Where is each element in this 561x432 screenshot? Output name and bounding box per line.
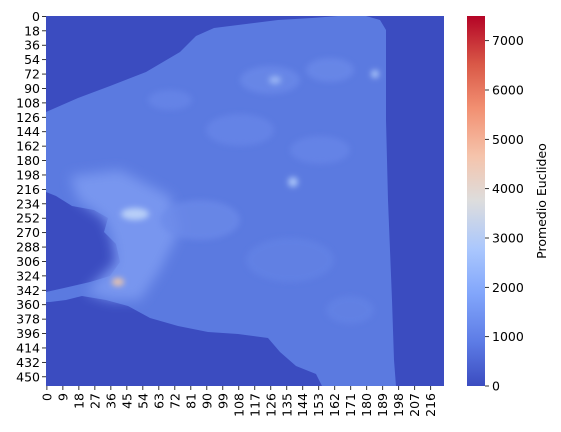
y-tick-label: 450 <box>16 369 40 384</box>
y-tick-label: 18 <box>24 23 40 38</box>
x-tick-label: 144 <box>295 393 310 417</box>
hot-spot <box>112 278 124 286</box>
y-axis: 0183654729010812614416218019821623425227… <box>16 9 46 384</box>
y-tick-label: 180 <box>16 153 40 168</box>
heatmap-area <box>46 16 444 386</box>
x-tick-label: 135 <box>279 393 294 417</box>
x-tick-label: 63 <box>151 393 166 409</box>
x-tick-label: 81 <box>183 393 198 409</box>
x-axis: 0 9 18 27 36 45 54 63 72 81 90 99 108 117 126 135 144 153… <box>39 386 438 417</box>
x-tick-label: 36 <box>103 393 118 409</box>
coastal-band <box>70 170 180 300</box>
y-tick-label: 288 <box>16 240 40 255</box>
y-tick-label: 198 <box>16 167 40 182</box>
x-tick-label: 171 <box>343 393 358 417</box>
colorbar-tick-label: 2000 <box>492 280 524 295</box>
x-tick-label: 45 <box>119 393 134 409</box>
y-tick-label: 0 <box>32 9 40 24</box>
x-tick-label: 189 <box>375 393 390 417</box>
y-tick-label: 342 <box>16 283 40 298</box>
colorbar-gradient <box>467 16 485 386</box>
colorbar-tick-label: 6000 <box>492 83 524 98</box>
y-tick-label: 144 <box>16 124 40 139</box>
hot-spots <box>112 70 379 286</box>
y-tick-label: 126 <box>16 110 40 125</box>
y-tick-label: 396 <box>16 326 40 341</box>
colorbar-label: Promedio Euclideo <box>534 143 549 259</box>
y-tick-label: 432 <box>16 355 40 370</box>
y-tick-label: 36 <box>24 38 40 53</box>
x-tick-label: 162 <box>327 393 342 417</box>
x-tick-label: 72 <box>167 393 182 409</box>
y-tick-label: 360 <box>16 297 40 312</box>
x-tick-label: 153 <box>311 393 326 417</box>
y-tick-label: 216 <box>16 182 40 197</box>
y-tick-label: 306 <box>16 254 40 269</box>
y-tick-label: 378 <box>16 312 40 327</box>
colorbar-tick-label: 0 <box>492 379 500 394</box>
hot-spot <box>269 76 281 84</box>
y-tick-label: 252 <box>16 211 40 226</box>
x-tick-label: 9 <box>55 393 70 401</box>
x-tick-label: 54 <box>135 393 150 409</box>
x-tick-label: 18 <box>71 393 86 409</box>
colorbar-ticks: 0 1000 2000 3000 4000 5000 6000 7000 <box>485 33 524 394</box>
y-tick-label: 162 <box>16 139 40 154</box>
x-tick-label: 90 <box>199 393 214 409</box>
y-tick-label: 234 <box>16 196 40 211</box>
colorbar-tick-label: 3000 <box>492 231 524 246</box>
x-tick-label: 108 <box>231 393 246 417</box>
x-tick-label: 99 <box>215 393 230 409</box>
y-tick-label: 270 <box>16 225 40 240</box>
y-tick-label: 90 <box>24 81 40 96</box>
x-tick-label: 198 <box>391 393 406 417</box>
hot-spot <box>371 70 379 78</box>
x-tick-label: 216 <box>423 393 438 417</box>
y-tick-label: 414 <box>16 340 40 355</box>
hot-spot <box>121 208 149 220</box>
x-tick-label: 0 <box>39 393 54 401</box>
hot-spot <box>288 177 298 187</box>
x-tick-label: 180 <box>359 393 374 417</box>
x-tick-label: 207 <box>407 393 422 417</box>
y-tick-label: 54 <box>24 52 40 67</box>
texture-blobs <box>148 58 374 324</box>
x-tick-label: 27 <box>87 393 102 409</box>
y-tick-label: 72 <box>24 67 40 82</box>
colorbar-tick-label: 4000 <box>492 181 524 196</box>
colorbar-tick-label: 5000 <box>492 132 524 147</box>
y-tick-label: 324 <box>16 268 40 283</box>
colorbar: 0 1000 2000 3000 4000 5000 6000 7000 Promedio E… <box>467 16 549 394</box>
x-tick-label: 126 <box>263 393 278 417</box>
y-tick-label: 108 <box>16 95 40 110</box>
colorbar-tick-label: 7000 <box>492 33 524 48</box>
x-tick-label: 117 <box>247 393 262 417</box>
colorbar-tick-label: 1000 <box>492 329 524 344</box>
